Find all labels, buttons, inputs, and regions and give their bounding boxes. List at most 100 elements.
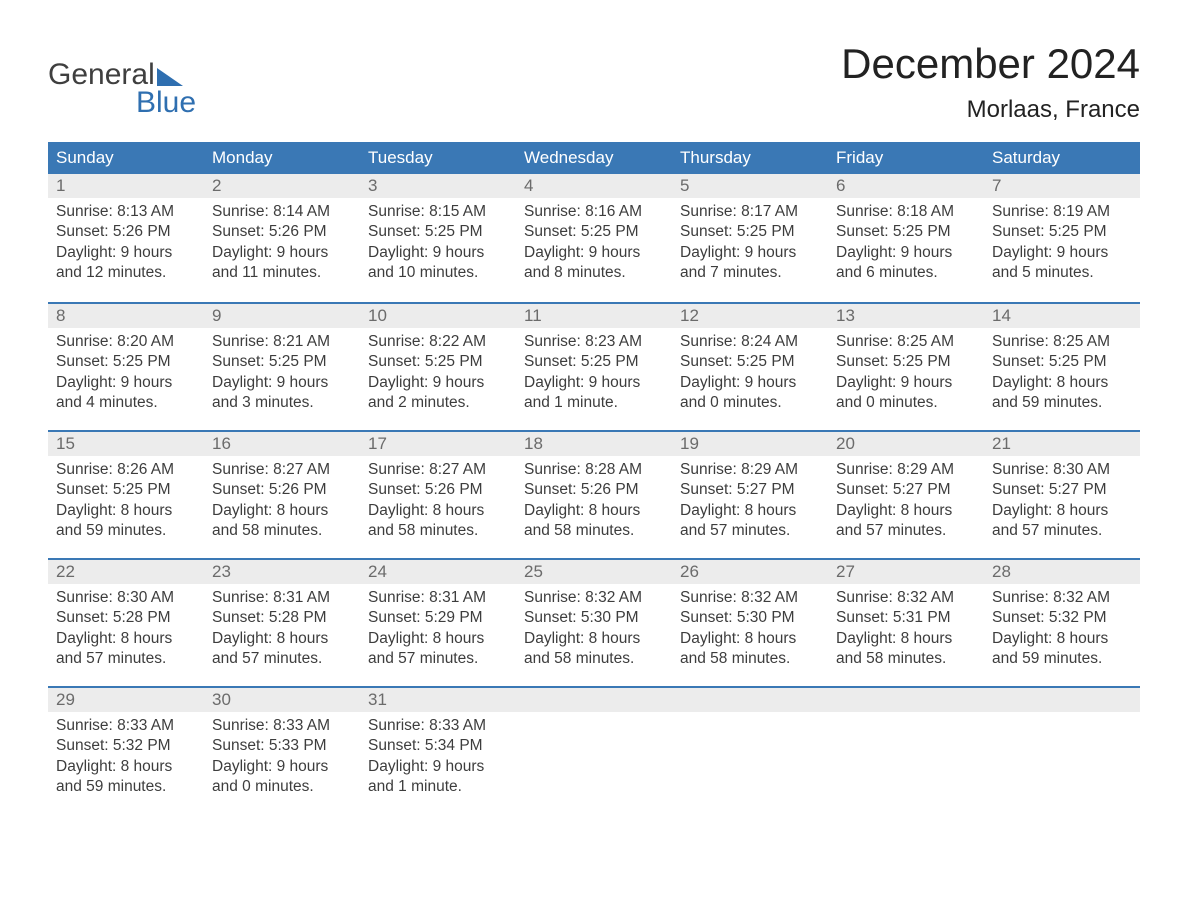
day-info-line: and 58 minutes. (212, 521, 352, 541)
day-info-line: Daylight: 9 hours (368, 243, 508, 263)
day-info-line: and 59 minutes. (992, 393, 1132, 413)
day-cell: 18Sunrise: 8:28 AMSunset: 5:26 PMDayligh… (516, 432, 672, 558)
week-row: 22Sunrise: 8:30 AMSunset: 5:28 PMDayligh… (48, 558, 1140, 686)
title-block: December 2024 Morlaas, France (841, 40, 1140, 124)
day-number: 11 (524, 306, 542, 326)
day-info-line: Daylight: 8 hours (368, 501, 508, 521)
day-info-line: Daylight: 9 hours (524, 243, 664, 263)
day-info-line: Daylight: 8 hours (212, 501, 352, 521)
day-cell: 15Sunrise: 8:26 AMSunset: 5:25 PMDayligh… (48, 432, 204, 558)
day-info-line: Daylight: 8 hours (992, 501, 1132, 521)
day-info-line: Daylight: 9 hours (368, 373, 508, 393)
day-info-line: and 10 minutes. (368, 263, 508, 283)
day-number: 20 (836, 434, 855, 454)
day-info-line: Sunrise: 8:33 AM (56, 716, 196, 736)
day-number: 8 (56, 306, 65, 326)
day-info-line: and 57 minutes. (56, 649, 196, 669)
day-number: 10 (368, 306, 387, 326)
day-cell: 6Sunrise: 8:18 AMSunset: 5:25 PMDaylight… (828, 174, 984, 302)
day-cell: 7Sunrise: 8:19 AMSunset: 5:25 PMDaylight… (984, 174, 1140, 302)
day-number-row: 26 (672, 560, 828, 584)
day-number: 3 (368, 176, 377, 196)
day-info-line: Sunset: 5:25 PM (368, 222, 508, 242)
day-number: 25 (524, 562, 543, 582)
day-number-row: 25 (516, 560, 672, 584)
day-info-line: and 12 minutes. (56, 263, 196, 283)
day-info-line: Sunset: 5:25 PM (524, 222, 664, 242)
day-number-row: 2 (204, 174, 360, 198)
day-number-row: 10 (360, 304, 516, 328)
day-info-line: Sunset: 5:26 PM (56, 222, 196, 242)
day-info-line: Daylight: 8 hours (836, 501, 976, 521)
day-cell: 16 Sunrise: 8:27 AMSunset: 5:26 PMDayligh… (204, 432, 360, 558)
day-info-line: and 1 minute. (524, 393, 664, 413)
day-header: Thursday (672, 142, 828, 174)
day-info-line: Sunset: 5:26 PM (524, 480, 664, 500)
day-info-line: Sunrise: 8:18 AM (836, 202, 976, 222)
day-info-line: and 0 minutes. (212, 777, 352, 797)
day-info-line: Sunrise: 8:31 AM (368, 588, 508, 608)
day-header: Tuesday (360, 142, 516, 174)
day-number: 2 (212, 176, 221, 196)
day-info-line: Sunset: 5:27 PM (680, 480, 820, 500)
day-info-line: Sunrise: 8:27 AM (212, 460, 352, 480)
day-info-line: Sunrise: 8:32 AM (992, 588, 1132, 608)
day-cell (672, 688, 828, 814)
day-number: 9 (212, 306, 221, 326)
day-number-row: 4 (516, 174, 672, 198)
day-info-line: and 8 minutes. (524, 263, 664, 283)
day-number: 28 (992, 562, 1011, 582)
day-cell: 27Sunrise: 8:32 AMSunset: 5:31 PMDayligh… (828, 560, 984, 686)
day-number-row: 27 (828, 560, 984, 584)
page-header: General Blue December 2024 Morlaas, Fran… (48, 40, 1140, 124)
day-info-line: Sunrise: 8:24 AM (680, 332, 820, 352)
day-number-row: 1 (48, 174, 204, 198)
day-number-row: 31 (360, 688, 516, 712)
day-number: 1 (56, 176, 65, 196)
day-header: Saturday (984, 142, 1140, 174)
day-number-row: 16 (204, 432, 360, 456)
day-number-row: 24 (360, 560, 516, 584)
day-cell: 12Sunrise: 8:24 AMSunset: 5:25 PMDayligh… (672, 304, 828, 430)
day-info-line: Sunrise: 8:32 AM (836, 588, 976, 608)
day-info-line: Sunrise: 8:19 AM (992, 202, 1132, 222)
empty-day-number-row (672, 688, 828, 712)
day-number-row: 22 (48, 560, 204, 584)
day-number-row: 30 (204, 688, 360, 712)
day-info-line: Sunrise: 8:30 AM (992, 460, 1132, 480)
day-cell: 22Sunrise: 8:30 AMSunset: 5:28 PMDayligh… (48, 560, 204, 686)
day-info-line: Sunset: 5:27 PM (836, 480, 976, 500)
day-number-row: 15 (48, 432, 204, 456)
day-info-line: Daylight: 8 hours (212, 629, 352, 649)
weeks-container: 1Sunrise: 8:13 AMSunset: 5:26 PMDaylight… (48, 174, 1140, 814)
day-info-line: and 5 minutes. (992, 263, 1132, 283)
brand-word-2: Blue (136, 88, 196, 118)
day-info-line: and 59 minutes. (56, 521, 196, 541)
empty-day-number-row (984, 688, 1140, 712)
day-number-row: 13 (828, 304, 984, 328)
day-number-row: 3 (360, 174, 516, 198)
day-cell: 28Sunrise: 8:32 AMSunset: 5:32 PMDayligh… (984, 560, 1140, 686)
day-number: 15 (56, 434, 75, 454)
day-cell: 10Sunrise: 8:22 AMSunset: 5:25 PMDayligh… (360, 304, 516, 430)
day-info-line: Sunset: 5:26 PM (368, 480, 508, 500)
day-cell: 2Sunrise: 8:14 AMSunset: 5:26 PMDaylight… (204, 174, 360, 302)
day-info-line: Sunrise: 8:29 AM (680, 460, 820, 480)
day-number-row: 9 (204, 304, 360, 328)
day-info-line: Daylight: 9 hours (212, 757, 352, 777)
day-info-line: Sunrise: 8:15 AM (368, 202, 508, 222)
day-number-row: 28 (984, 560, 1140, 584)
day-info-line: Sunset: 5:27 PM (992, 480, 1132, 500)
day-info-line: Sunset: 5:26 PM (212, 222, 352, 242)
empty-day-number-row (828, 688, 984, 712)
day-number: 30 (212, 690, 231, 710)
day-info-line: Daylight: 9 hours (680, 243, 820, 263)
day-info-line: Daylight: 9 hours (56, 243, 196, 263)
day-info-line: Daylight: 8 hours (56, 629, 196, 649)
day-info-line: Sunrise: 8:20 AM (56, 332, 196, 352)
day-number: 17 (368, 434, 387, 454)
day-cell: 17Sunrise: 8:27 AMSunset: 5:26 PMDayligh… (360, 432, 516, 558)
day-cell: 13Sunrise: 8:25 AMSunset: 5:25 PMDayligh… (828, 304, 984, 430)
day-cell: 5Sunrise: 8:17 AMSunset: 5:25 PMDaylight… (672, 174, 828, 302)
day-info-line: Sunset: 5:26 PM (212, 480, 352, 500)
